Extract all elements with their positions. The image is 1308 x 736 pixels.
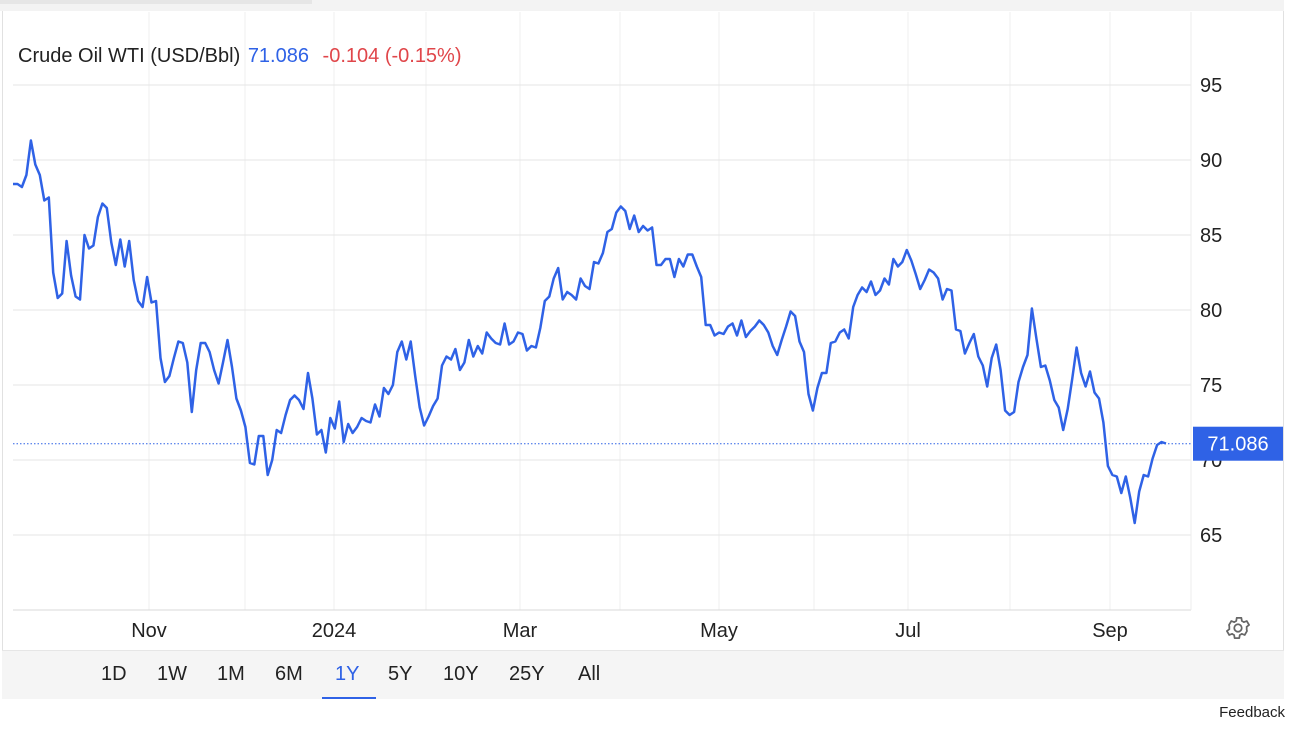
last-price-tag: [1193, 426, 1283, 461]
period-button-25y[interactable]: 25Y: [509, 663, 545, 685]
top-bar-tab: [0, 0, 312, 4]
period-button-6m[interactable]: 6M: [275, 663, 303, 685]
y-tick-label: 65: [1200, 525, 1222, 547]
feedback-link[interactable]: Feedback: [1219, 704, 1285, 721]
y-tick-label: 80: [1200, 300, 1222, 322]
x-tick-label: Jul: [895, 620, 921, 642]
price-series-line: [13, 139, 1167, 525]
x-tick-label: 2024: [312, 620, 357, 642]
active-period-underline: [322, 697, 376, 699]
price-change: -0.104 (-0.15%): [322, 45, 462, 67]
period-button-1d[interactable]: 1D: [101, 663, 127, 685]
instrument-name: Crude Oil WTI (USD/Bbl): [18, 45, 241, 67]
settings-gear-icon[interactable]: [1224, 614, 1252, 642]
period-button-5y[interactable]: 5Y: [388, 663, 413, 685]
x-tick-label: Mar: [503, 620, 538, 642]
period-button-10y[interactable]: 10Y: [443, 663, 479, 685]
x-tick-label: Nov: [131, 620, 167, 642]
chart-frame: [2, 11, 1284, 699]
period-button-all[interactable]: All: [578, 663, 601, 685]
period-button-1w[interactable]: 1W: [157, 663, 187, 685]
period-button-1y[interactable]: 1Y: [335, 663, 360, 685]
top-bar: [0, 0, 1284, 11]
y-tick-label: 90: [1200, 150, 1222, 172]
y-tick-label: 95: [1200, 75, 1222, 97]
chart-header: Crude Oil WTI (USD/Bbl) 71.086 -0.104 (-…: [18, 45, 462, 68]
x-tick-label: May: [700, 620, 738, 642]
y-tick-label: 85: [1200, 225, 1222, 247]
period-button-1m[interactable]: 1M: [217, 663, 245, 685]
current-price: 71.086: [247, 45, 309, 67]
x-tick-label: Sep: [1092, 620, 1128, 642]
y-tick-label: 75: [1200, 375, 1222, 397]
period-selector: 1D 1W 1M 6M 1Y 5Y 10Y 25Y All: [2, 650, 1284, 699]
last-price-tag-label: 71.086: [1207, 434, 1268, 456]
